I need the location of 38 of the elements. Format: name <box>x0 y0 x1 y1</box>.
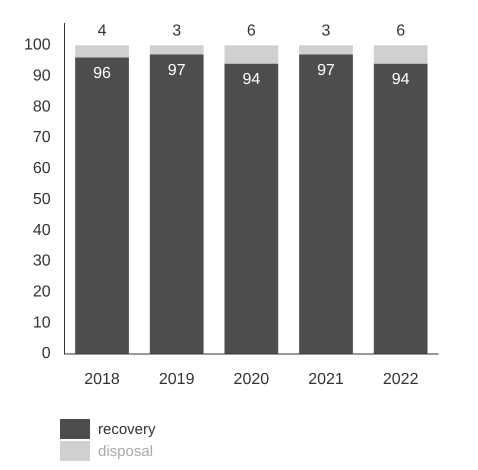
x-tick-label: 2021 <box>308 370 344 388</box>
y-tick-label: 30 <box>32 252 51 270</box>
y-tick-label: 60 <box>32 160 51 178</box>
y-tick-label: 10 <box>32 314 51 332</box>
bar <box>374 45 428 64</box>
y-tick-label: 20 <box>32 283 51 300</box>
data-label: 97 <box>168 62 186 79</box>
bar <box>224 64 278 354</box>
data-label: 6 <box>246 22 256 40</box>
bar <box>150 54 204 354</box>
bar <box>75 58 129 354</box>
data-label: 3 <box>172 22 182 40</box>
data-label: 97 <box>317 62 336 79</box>
bar <box>224 45 278 64</box>
bar <box>299 54 353 354</box>
legend-label: recovery <box>98 420 156 438</box>
x-tick-label: 2022 <box>382 370 419 388</box>
x-tick-label: 2020 <box>234 370 270 388</box>
y-tick-label: 90 <box>32 67 51 84</box>
x-tick-label: 2019 <box>158 370 195 388</box>
y-tick-label: 70 <box>32 129 51 146</box>
data-label: 94 <box>392 71 410 88</box>
data-label: 4 <box>98 22 107 40</box>
y-tick-label: 50 <box>32 190 51 208</box>
bar <box>150 45 204 54</box>
data-label: 96 <box>93 64 112 82</box>
x-tick-label: 2018 <box>84 370 120 388</box>
bar <box>299 45 353 54</box>
y-tick-label: 80 <box>32 98 51 116</box>
y-tick-label: 40 <box>32 222 51 239</box>
legend-label: disposal <box>98 442 154 460</box>
data-label: 3 <box>322 22 331 40</box>
data-label: 94 <box>242 71 260 88</box>
y-tick-label: 100 <box>24 36 51 54</box>
bar <box>75 45 129 58</box>
bar <box>374 64 428 354</box>
y-tick-label: 0 <box>42 345 51 362</box>
data-label: 6 <box>396 22 406 40</box>
